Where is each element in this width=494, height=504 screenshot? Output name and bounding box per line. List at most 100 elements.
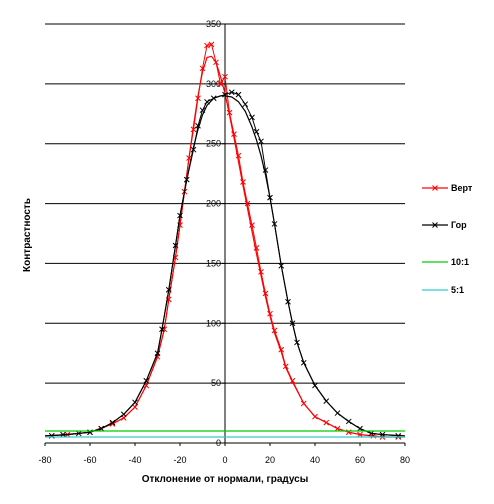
data-point xyxy=(195,122,201,129)
data-point xyxy=(235,91,242,98)
data-point xyxy=(267,194,273,201)
legend-label: 5:1 xyxy=(451,285,464,295)
series-marker-line xyxy=(51,43,399,438)
data-point xyxy=(267,310,273,317)
data-point xyxy=(300,400,307,407)
data-point xyxy=(143,377,150,384)
x-tick-label: 40 xyxy=(310,455,320,465)
data-point xyxy=(262,167,269,173)
data-point xyxy=(357,431,363,438)
data-point xyxy=(262,290,269,297)
data-point xyxy=(183,176,190,183)
data-point xyxy=(278,346,285,353)
data-point xyxy=(258,268,264,275)
x-tick-label: -80 xyxy=(38,455,51,465)
x-tick-label: 60 xyxy=(355,455,365,465)
data-point xyxy=(199,65,206,72)
data-point xyxy=(190,126,197,133)
data-point xyxy=(204,42,210,49)
data-point xyxy=(258,138,264,145)
data-point xyxy=(334,410,341,416)
data-point xyxy=(379,431,386,438)
data-point xyxy=(278,262,285,269)
y-tick-label: 350 xyxy=(206,19,221,29)
x-tick-label: 80 xyxy=(400,455,410,465)
data-point xyxy=(240,179,246,185)
data-point xyxy=(231,131,237,137)
y-tick-labels: 0 50 100 150 200 250 300 350 xyxy=(206,19,221,448)
y-tick-label: 100 xyxy=(206,318,221,328)
legend-label: Гор xyxy=(451,220,467,230)
data-point xyxy=(271,221,278,227)
x-tick-label: -20 xyxy=(173,455,186,465)
x-tick-label: -40 xyxy=(128,455,141,465)
data-point xyxy=(368,430,375,437)
data-point xyxy=(235,152,242,159)
legend-label: Верт xyxy=(451,183,473,193)
data-point xyxy=(249,222,255,228)
data-point xyxy=(312,382,318,389)
data-point xyxy=(289,377,296,384)
data-point xyxy=(177,212,183,219)
data-point xyxy=(289,320,296,327)
legend-item: 5:1 xyxy=(422,285,464,295)
legend-item: 10:1 xyxy=(422,257,469,267)
data-point xyxy=(226,109,233,116)
data-point xyxy=(312,413,318,420)
data-point xyxy=(345,418,352,425)
data-point xyxy=(165,286,172,293)
data-point xyxy=(271,327,278,334)
y-tick-label: 300 xyxy=(206,79,221,89)
legend-item: Гор xyxy=(422,220,467,230)
data-point xyxy=(154,350,161,357)
data-point xyxy=(282,363,289,370)
data-point xyxy=(195,95,201,102)
legend-item: Верт xyxy=(422,183,473,193)
x-axis-title: Отклонение от нормали, градусы xyxy=(142,474,309,485)
data-point xyxy=(172,242,179,249)
data-point xyxy=(213,59,219,66)
data-point xyxy=(208,41,215,48)
data-point xyxy=(249,114,255,121)
data-point xyxy=(300,359,307,366)
data-point xyxy=(242,101,249,108)
series-layer xyxy=(44,41,406,440)
y-tick-label: 250 xyxy=(206,139,221,149)
legend: Верт Гор 10:1 5:1 xyxy=(422,183,473,295)
legend-marker xyxy=(432,222,438,228)
data-point xyxy=(210,95,217,102)
data-point xyxy=(120,411,127,418)
data-point xyxy=(357,425,363,432)
data-point xyxy=(199,107,206,114)
legend-marker xyxy=(432,185,438,191)
legend-label: 10:1 xyxy=(451,257,469,267)
y-tick-label: 0 xyxy=(216,438,221,448)
data-point xyxy=(75,430,82,437)
data-point xyxy=(228,89,235,96)
data-point xyxy=(159,326,165,333)
x-tick-labels: -80 -60 -40 -20 0 20 40 60 80 xyxy=(38,455,410,465)
y-axis-title: Контрастность xyxy=(22,198,33,272)
data-point xyxy=(98,425,105,432)
data-point xyxy=(285,298,291,305)
data-point xyxy=(132,404,138,410)
data-point xyxy=(334,425,341,432)
data-point xyxy=(294,339,300,346)
data-point xyxy=(204,98,210,105)
data-point xyxy=(253,128,260,135)
data-point xyxy=(109,419,116,426)
data-point xyxy=(222,91,228,98)
y-tick-label: 200 xyxy=(206,199,221,209)
data-point xyxy=(217,81,224,87)
data-point xyxy=(222,73,228,80)
y-tick-label: 150 xyxy=(206,258,221,268)
x-tick-label: 0 xyxy=(222,455,227,465)
y-tick-label: 50 xyxy=(211,378,221,388)
x-tick-label: -60 xyxy=(83,455,96,465)
data-point xyxy=(323,398,330,404)
x-tick-label: 20 xyxy=(265,455,275,465)
data-point xyxy=(253,245,260,251)
data-point xyxy=(244,200,251,207)
data-point xyxy=(132,399,138,406)
